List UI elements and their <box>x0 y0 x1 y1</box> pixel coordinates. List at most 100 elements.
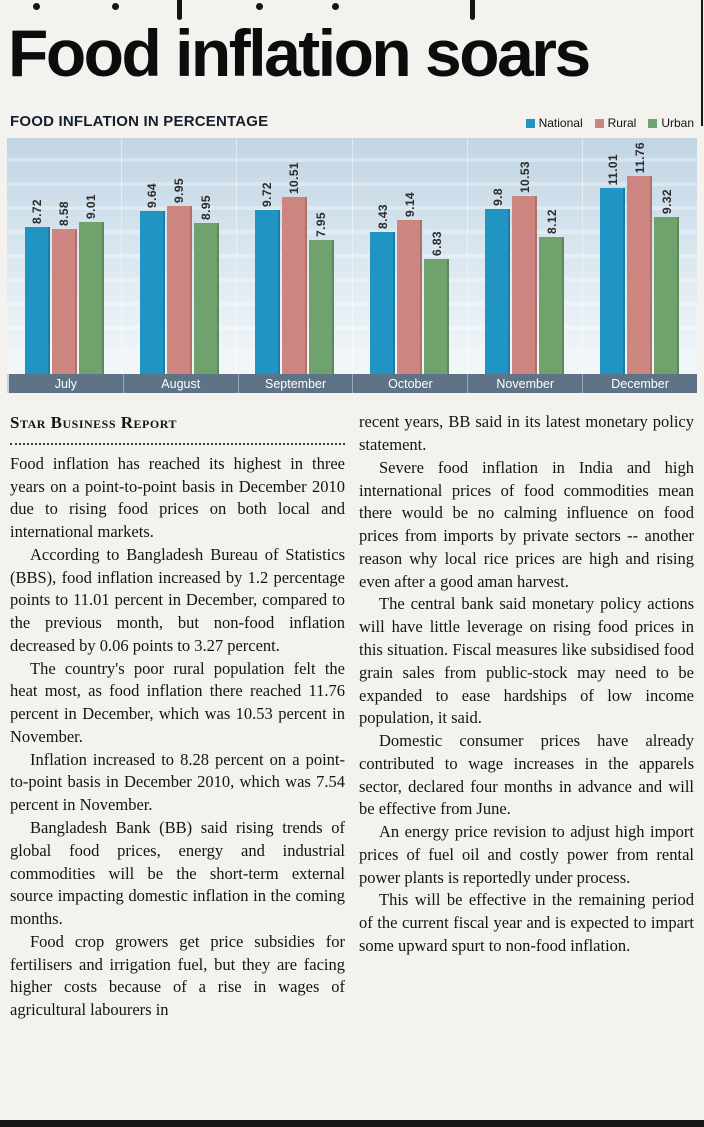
legend-label: National <box>538 116 583 131</box>
bar-urban <box>654 217 680 375</box>
chart-header: FOOD INFLATION IN PERCENTAGE National Rur… <box>10 113 694 130</box>
legend-swatch-national <box>525 118 535 128</box>
article-paragraph: recent years, BB said in its latest mone… <box>359 412 694 455</box>
bar-national <box>254 210 280 375</box>
bar-cell-national: 8.72 <box>24 199 50 375</box>
legend-swatch-rural <box>594 118 604 128</box>
bar-value-label: 6.83 <box>429 231 444 257</box>
bar-value-label: 9.14 <box>402 192 417 218</box>
legend-item-rural: Rural <box>594 116 637 131</box>
legend-label: Urban <box>661 116 694 131</box>
bar-group-july: 8.72 8.58 9.01 <box>7 138 121 375</box>
legend-label: Rural <box>607 116 637 131</box>
bar-value-label: 10.51 <box>287 162 302 195</box>
print-artifact <box>112 3 119 10</box>
headline: Food inflation soars <box>8 16 591 90</box>
print-artifact <box>256 3 263 10</box>
x-axis-label-november: November <box>467 374 582 394</box>
legend-item-urban: Urban <box>648 116 694 130</box>
bar-cell-urban: 7.95 <box>308 212 334 375</box>
bar-group-september: 9.72 10.51 7.95 <box>236 138 351 375</box>
bar-cell-rural: 8.58 <box>51 201 77 375</box>
byline: Star Business Report <box>10 413 177 433</box>
bar-cell-national: 9.72 <box>254 182 280 375</box>
bar-cell-rural: 9.95 <box>166 178 192 375</box>
bar-urban <box>424 259 450 375</box>
bar-urban <box>78 222 104 375</box>
article-paragraph: Food crop growers get price subsidies fo… <box>10 931 345 1020</box>
article-column-left-paragraphs: Food inflation has reached its highest i… <box>10 453 345 1022</box>
article-column-left: Star Business Report Food inflation has … <box>10 411 345 1022</box>
bar-cell-rural: 10.53 <box>512 161 538 375</box>
dotted-rule <box>10 441 345 445</box>
bar-cell-urban: 8.12 <box>539 209 565 375</box>
bar-value-label: 9.8 <box>490 188 505 207</box>
print-artifact <box>33 3 40 10</box>
x-axis-label-december: December <box>582 374 697 394</box>
legend-item-national: National <box>525 116 583 131</box>
chart-legend: National Rural Urban <box>525 116 694 131</box>
bar-group-december: 11.01 11.76 9.32 <box>581 138 697 375</box>
bar-cell-rural: 9.14 <box>397 192 423 375</box>
x-axis-label-august: August <box>122 374 238 394</box>
bar-value-label: 9.72 <box>260 182 275 208</box>
bar-rural <box>281 197 307 375</box>
bar-cell-urban: 9.32 <box>654 189 680 375</box>
chart-title: FOOD INFLATION IN PERCENTAGE <box>10 113 269 131</box>
page-bottom-edge <box>0 1120 704 1127</box>
bar-national <box>24 227 50 375</box>
bar-urban <box>193 223 219 375</box>
print-artifact <box>332 3 339 10</box>
x-axis-label-september: September <box>237 374 353 394</box>
bar-urban <box>308 240 334 375</box>
bar-rural <box>166 206 192 375</box>
bar-value-label: 9.01 <box>84 194 99 220</box>
article-body: Star Business Report Food inflation has … <box>0 393 704 1022</box>
article-paragraph: Bangladesh Bank (BB) said rising trends … <box>10 818 345 929</box>
bar-group-october: 8.43 9.14 6.83 <box>351 138 467 375</box>
x-axis-label-july: July <box>7 374 123 394</box>
bar-national <box>485 209 511 375</box>
bar-national <box>139 211 165 375</box>
bar-value-label: 11.76 <box>632 141 647 174</box>
chart-x-axis: July August September October November Decemb… <box>7 374 697 394</box>
bar-rural <box>397 220 423 375</box>
article-paragraph: Food inflation has reached its highest i… <box>10 453 345 542</box>
bar-rural <box>627 176 653 375</box>
bar-value-label: 8.58 <box>57 201 72 227</box>
bar-value-label: 9.64 <box>145 183 160 209</box>
bar-value-label: 11.01 <box>605 153 620 186</box>
clipping-edge-line <box>701 0 703 126</box>
bar-cell-urban: 6.83 <box>424 231 450 375</box>
bar-value-label: 9.95 <box>172 178 187 204</box>
bar-cell-national: 8.43 <box>370 204 396 375</box>
bar-national <box>370 232 396 375</box>
bar-cell-national: 11.01 <box>600 153 626 375</box>
legend-swatch-urban <box>648 118 658 128</box>
print-artifact <box>470 0 475 20</box>
bar-rural <box>51 229 77 375</box>
bar-group-august: 9.64 9.95 8.95 <box>121 138 236 375</box>
bar-urban <box>539 237 565 375</box>
bar-chart-plot: 8.72 8.58 9.01 9.64 9.95 8.95 9.72 10.51 7.95 8.4… <box>7 138 697 375</box>
bar-cell-national: 9.64 <box>139 183 165 375</box>
x-axis-label-october: October <box>352 374 467 394</box>
bar-value-label: 8.43 <box>375 204 390 230</box>
bar-cell-rural: 11.76 <box>627 141 653 375</box>
article-paragraph: The country's poor rural population felt… <box>10 658 345 746</box>
article-column-right: recent years, BB said in its latest mone… <box>359 411 694 1022</box>
article-paragraph: Inflation increased to 8.28 percent on a… <box>10 749 345 815</box>
bar-value-label: 7.95 <box>314 212 329 238</box>
bar-rural <box>512 196 538 375</box>
bar-national <box>600 188 626 375</box>
article-paragraph: According to Bangladesh Bureau of Statis… <box>10 544 345 655</box>
bar-value-label: 10.53 <box>517 161 532 194</box>
bar-cell-urban: 9.01 <box>78 194 104 375</box>
bar-value-label: 8.95 <box>199 195 214 221</box>
article-paragraph: This will be effective in the remaining … <box>359 890 694 955</box>
bar-group-november: 9.8 10.53 8.12 <box>466 138 582 375</box>
bar-value-label: 8.72 <box>30 199 45 225</box>
article-paragraph: Domestic consumer prices have already co… <box>359 731 694 819</box>
article-paragraph: An energy price revision to adjust high … <box>359 822 694 887</box>
